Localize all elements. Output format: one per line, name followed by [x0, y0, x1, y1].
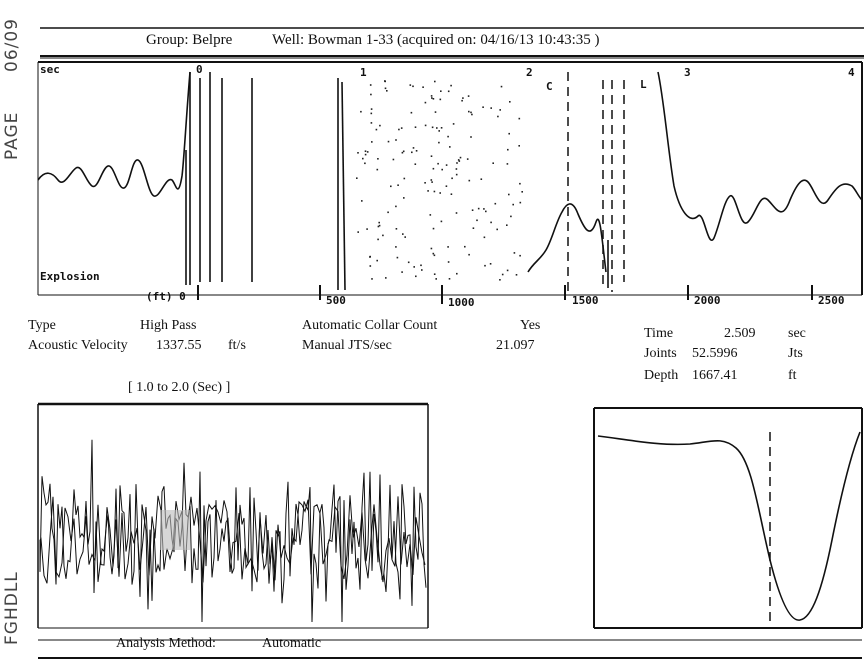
waveform-far-right-signal — [657, 71, 863, 242]
tick-1-sec: 1 — [360, 66, 367, 79]
explosion-label: Explosion — [40, 270, 100, 283]
tick-4-sec: 4 — [848, 66, 855, 79]
depth-tick-1000: 1000 — [448, 296, 475, 309]
depth-tick-2000: 2000 — [694, 294, 721, 307]
joints-label: Joints — [644, 346, 677, 361]
analysis-method-value[interactable]: Automatic — [262, 636, 322, 651]
joints-unit: Jts — [788, 346, 803, 361]
collar-panel[interactable] — [593, 407, 863, 629]
velocity-label: Acoustic Velocity — [28, 338, 128, 353]
group-label: Group: Belpre — [146, 32, 233, 48]
spectrum-panel[interactable] — [37, 402, 429, 629]
collar-count-label: Automatic Collar Count — [302, 318, 438, 333]
tick-sec: sec — [40, 63, 60, 76]
waveform-right-signal — [527, 203, 607, 273]
tick-0-sec: 0 — [196, 63, 203, 76]
waveform-noise-dots — [356, 80, 523, 281]
type-value: High Pass — [140, 318, 197, 333]
tick-3-sec: 3 — [684, 66, 691, 79]
collar-count-value: Yes — [520, 318, 541, 333]
jts-per-sec-label: Manual JTS/sec — [302, 338, 392, 353]
tick-2-sec: 2 — [526, 66, 533, 79]
depth-tick-1500: 1500 — [572, 294, 599, 307]
waveform-panel[interactable] — [37, 61, 863, 304]
velocity-value: 1337.55 — [156, 338, 202, 353]
analysis-method-label: Analysis Method: — [116, 636, 216, 651]
depth-label: Depth — [644, 368, 679, 383]
collar-curve — [597, 431, 861, 621]
depth-tick-0: (ft) 0 — [146, 290, 186, 303]
depth-unit: ft — [788, 368, 797, 383]
type-label: Type — [28, 318, 56, 333]
spectrum-noise-trace — [39, 439, 427, 623]
time-unit: sec — [788, 326, 806, 341]
depth-tick-2500: 2500 — [818, 294, 845, 307]
time-label: Time — [644, 326, 674, 341]
cursor-c-label: C — [546, 80, 553, 93]
depth-tick-500: 500 — [326, 294, 346, 307]
well-label: Well: Bowman 1-33 (acquired on: 04/16/13… — [272, 32, 600, 48]
cursor-l-label: L — [640, 78, 647, 91]
depth-value: 1667.41 — [692, 368, 738, 383]
time-value: 2.509 — [724, 326, 756, 341]
joints-value: 52.5996 — [692, 346, 738, 361]
jts-per-sec-value: 21.097 — [496, 338, 535, 353]
waveform-left-signal — [37, 71, 191, 197]
time-range-label: [ 1.0 to 2.0 (Sec) ] — [128, 380, 231, 395]
velocity-unit: ft/s — [228, 338, 246, 353]
header-bar: Group: Belpre Well: Bowman 1-33 (acquire… — [38, 26, 864, 58]
